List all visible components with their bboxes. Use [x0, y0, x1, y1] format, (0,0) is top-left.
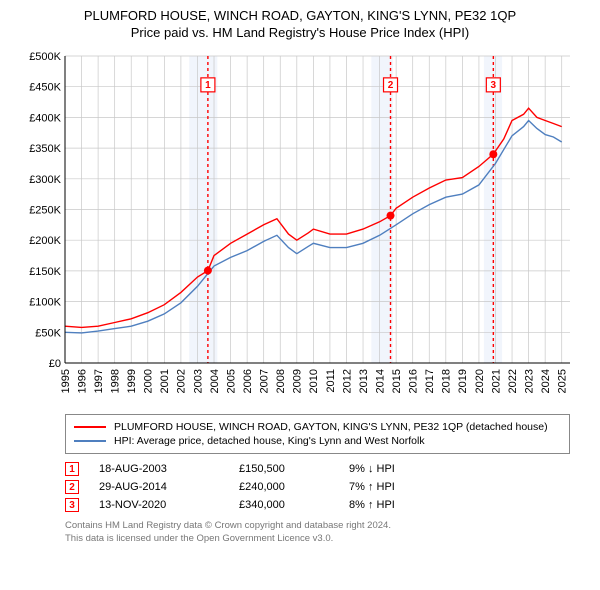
- sale-price: £340,000: [239, 499, 329, 511]
- svg-text:£500K: £500K: [29, 51, 61, 63]
- sales-table: 1 18-AUG-2003 £150,500 9% ↓ HPI 2 29-AUG-2014…: [65, 460, 570, 514]
- svg-text:2010: 2010: [308, 369, 320, 393]
- svg-text:2023: 2023: [523, 369, 535, 393]
- svg-text:2019: 2019: [457, 369, 469, 393]
- sale-date: 13-NOV-2020: [99, 499, 219, 511]
- svg-text:£400K: £400K: [29, 112, 61, 124]
- svg-text:2022: 2022: [507, 369, 519, 393]
- svg-text:£50K: £50K: [35, 327, 61, 339]
- footer-line1: Contains HM Land Registry data © Crown c…: [65, 520, 570, 533]
- legend-label: HPI: Average price, detached house, King…: [114, 435, 425, 447]
- svg-text:£200K: £200K: [29, 235, 61, 247]
- svg-text:2001: 2001: [159, 369, 171, 393]
- footer-line2: This data is licensed under the Open Gov…: [65, 533, 570, 546]
- svg-text:2025: 2025: [557, 369, 569, 393]
- legend-item: PLUMFORD HOUSE, WINCH ROAD, GAYTON, KING…: [74, 420, 561, 434]
- legend: PLUMFORD HOUSE, WINCH ROAD, GAYTON, KING…: [65, 414, 570, 454]
- legend-item: HPI: Average price, detached house, King…: [74, 434, 561, 448]
- svg-text:1995: 1995: [60, 369, 72, 393]
- sale-price: £240,000: [239, 481, 329, 493]
- chart-title: PLUMFORD HOUSE, WINCH ROAD, GAYTON, KING…: [10, 8, 590, 23]
- svg-text:£300K: £300K: [29, 174, 61, 186]
- svg-text:2000: 2000: [143, 369, 155, 393]
- svg-text:1: 1: [205, 80, 211, 91]
- svg-text:2017: 2017: [424, 369, 436, 393]
- svg-text:£350K: £350K: [29, 143, 61, 155]
- svg-text:£0: £0: [49, 358, 61, 370]
- line-chart: £0 £50K £100K £150K £200K £250K £300K £350K £400…: [20, 48, 580, 408]
- svg-text:2006: 2006: [242, 369, 254, 393]
- sale-price: £150,500: [239, 463, 329, 475]
- svg-text:2004: 2004: [209, 369, 221, 393]
- svg-text:2020: 2020: [474, 369, 486, 393]
- svg-text:2011: 2011: [325, 369, 337, 393]
- svg-text:£250K: £250K: [29, 205, 61, 217]
- svg-text:2003: 2003: [192, 369, 204, 393]
- sale-pct: 9% ↓ HPI: [349, 463, 459, 475]
- svg-text:£100K: £100K: [29, 297, 61, 309]
- sale-date: 18-AUG-2003: [99, 463, 219, 475]
- chart-subtitle: Price paid vs. HM Land Registry's House …: [10, 25, 590, 40]
- sale-pct: 7% ↑ HPI: [349, 481, 459, 493]
- footer-attribution: Contains HM Land Registry data © Crown c…: [65, 520, 570, 546]
- svg-text:1996: 1996: [76, 369, 88, 393]
- svg-text:2005: 2005: [225, 369, 237, 393]
- sale-marker: 2: [65, 480, 79, 494]
- sale-row: 2 29-AUG-2014 £240,000 7% ↑ HPI: [65, 478, 570, 496]
- svg-text:£150K: £150K: [29, 266, 61, 278]
- sale-marker: 1: [65, 462, 79, 476]
- svg-text:1998: 1998: [110, 369, 122, 393]
- svg-text:2021: 2021: [490, 369, 502, 393]
- legend-label: PLUMFORD HOUSE, WINCH ROAD, GAYTON, KING…: [114, 421, 548, 433]
- svg-text:2014: 2014: [374, 369, 386, 393]
- svg-text:1997: 1997: [93, 369, 105, 393]
- svg-text:3: 3: [491, 80, 497, 91]
- svg-text:2013: 2013: [358, 369, 370, 393]
- sale-row: 1 18-AUG-2003 £150,500 9% ↓ HPI: [65, 460, 570, 478]
- svg-text:£450K: £450K: [29, 82, 61, 94]
- sale-marker: 3: [65, 498, 79, 512]
- sale-pct: 8% ↑ HPI: [349, 499, 459, 511]
- legend-swatch: [74, 426, 106, 428]
- svg-text:2016: 2016: [408, 369, 420, 393]
- svg-text:1999: 1999: [126, 369, 138, 393]
- sale-date: 29-AUG-2014: [99, 481, 219, 493]
- svg-text:2008: 2008: [275, 369, 287, 393]
- svg-text:2002: 2002: [176, 369, 188, 393]
- legend-swatch: [74, 440, 106, 442]
- svg-text:2024: 2024: [540, 369, 552, 393]
- svg-text:2009: 2009: [292, 369, 304, 393]
- svg-text:2: 2: [388, 80, 394, 91]
- svg-text:2018: 2018: [441, 369, 453, 393]
- sale-row: 3 13-NOV-2020 £340,000 8% ↑ HPI: [65, 496, 570, 514]
- svg-text:2015: 2015: [391, 369, 403, 393]
- svg-text:2012: 2012: [341, 369, 353, 393]
- svg-text:2007: 2007: [259, 369, 271, 393]
